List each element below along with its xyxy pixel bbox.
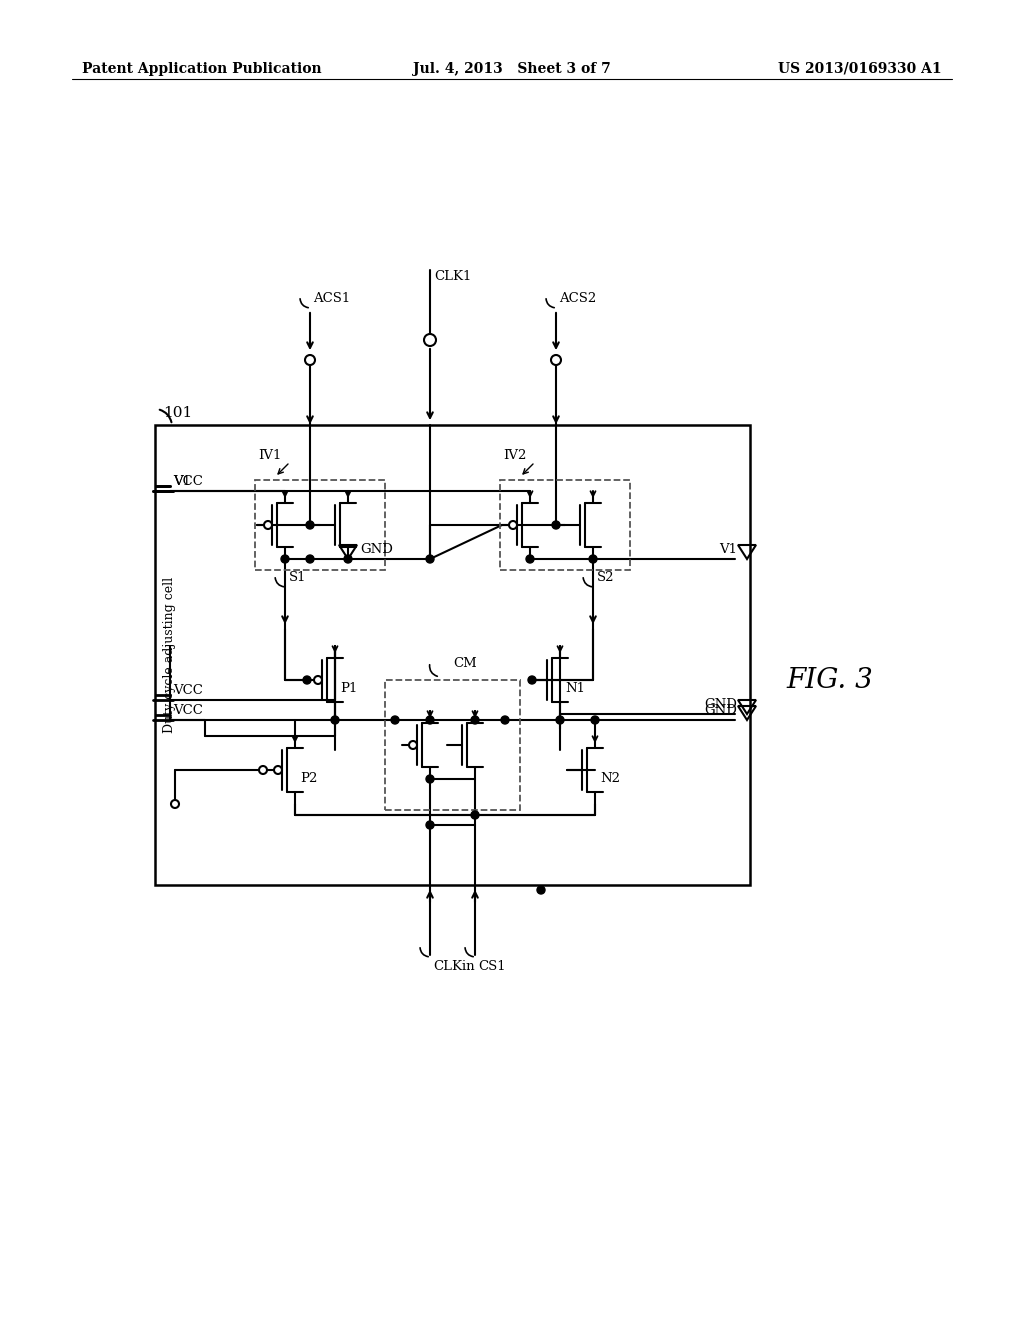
Circle shape xyxy=(552,521,560,529)
Text: P1: P1 xyxy=(340,681,357,694)
Text: GND: GND xyxy=(705,704,737,717)
Circle shape xyxy=(314,676,322,684)
Text: Jul. 4, 2013   Sheet 3 of 7: Jul. 4, 2013 Sheet 3 of 7 xyxy=(413,62,611,77)
Circle shape xyxy=(537,886,545,894)
Text: Duty cycle adjusting cell: Duty cycle adjusting cell xyxy=(164,577,176,733)
Circle shape xyxy=(426,821,434,829)
Bar xyxy=(385,680,520,810)
Circle shape xyxy=(526,554,534,564)
Text: GND: GND xyxy=(705,698,737,711)
Circle shape xyxy=(556,715,564,723)
Circle shape xyxy=(426,775,434,783)
Text: GND: GND xyxy=(360,543,393,556)
Bar xyxy=(155,425,750,884)
Text: CLK1: CLK1 xyxy=(434,271,471,282)
Text: ACS1: ACS1 xyxy=(313,292,350,305)
Circle shape xyxy=(426,554,434,564)
Text: VCC: VCC xyxy=(173,475,203,488)
Text: US 2013/0169330 A1: US 2013/0169330 A1 xyxy=(778,62,942,77)
Text: VCC: VCC xyxy=(173,684,203,697)
Circle shape xyxy=(471,810,479,818)
Text: S1: S1 xyxy=(289,572,306,583)
Text: VCC: VCC xyxy=(173,704,203,717)
Circle shape xyxy=(344,554,352,564)
Circle shape xyxy=(471,715,479,723)
Circle shape xyxy=(259,766,267,774)
Circle shape xyxy=(306,554,314,564)
Circle shape xyxy=(509,521,517,529)
Text: IV1: IV1 xyxy=(258,449,282,462)
Text: FIG. 3: FIG. 3 xyxy=(786,667,873,693)
Text: Patent Application Publication: Patent Application Publication xyxy=(82,62,322,77)
Text: V1: V1 xyxy=(173,475,191,488)
Circle shape xyxy=(551,355,561,366)
Circle shape xyxy=(281,554,289,564)
Circle shape xyxy=(305,355,315,366)
Text: P2: P2 xyxy=(300,771,317,784)
Circle shape xyxy=(331,715,339,723)
Bar xyxy=(500,480,630,570)
Circle shape xyxy=(591,715,599,723)
Text: 101: 101 xyxy=(163,407,193,420)
Bar xyxy=(255,480,385,570)
Circle shape xyxy=(528,676,536,684)
Circle shape xyxy=(424,334,436,346)
Circle shape xyxy=(409,741,417,748)
Text: IV2: IV2 xyxy=(503,449,526,462)
Circle shape xyxy=(274,766,282,774)
Text: ACS2: ACS2 xyxy=(559,292,596,305)
Circle shape xyxy=(589,554,597,564)
Text: CS1: CS1 xyxy=(478,960,506,973)
Circle shape xyxy=(264,521,272,529)
Text: N2: N2 xyxy=(600,771,620,784)
Text: CLKin: CLKin xyxy=(433,960,475,973)
Text: CM: CM xyxy=(453,657,477,671)
Circle shape xyxy=(303,676,311,684)
Circle shape xyxy=(391,715,399,723)
Text: S2: S2 xyxy=(597,572,614,583)
Circle shape xyxy=(501,715,509,723)
Text: V1: V1 xyxy=(719,543,737,556)
Circle shape xyxy=(306,521,314,529)
Circle shape xyxy=(426,715,434,723)
Text: N1: N1 xyxy=(565,681,585,694)
Circle shape xyxy=(171,800,179,808)
